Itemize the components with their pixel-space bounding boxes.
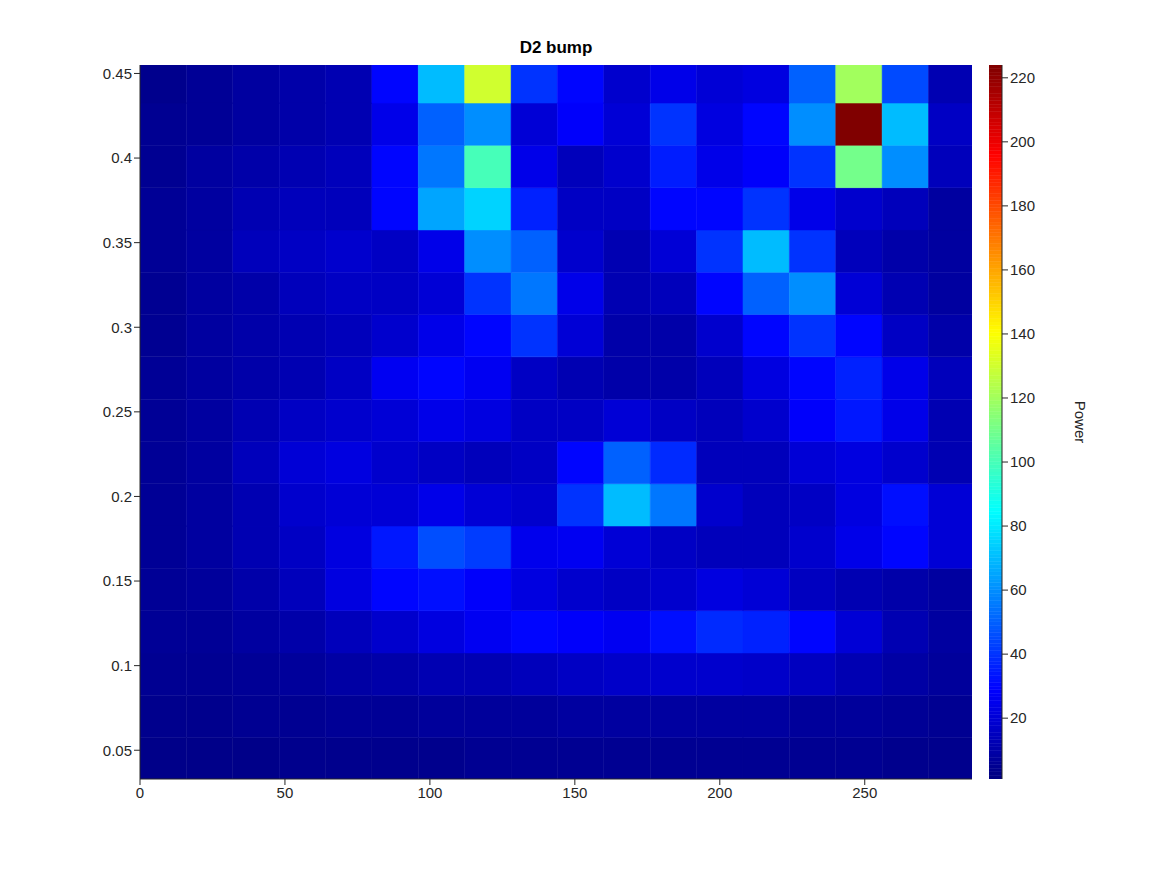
svg-text:0.15: 0.15 bbox=[103, 572, 132, 589]
svg-text:120: 120 bbox=[1010, 389, 1035, 406]
svg-text:60: 60 bbox=[1010, 581, 1027, 598]
svg-text:160: 160 bbox=[1010, 261, 1035, 278]
svg-text:220: 220 bbox=[1010, 69, 1035, 86]
svg-text:180: 180 bbox=[1010, 197, 1035, 214]
svg-text:0.05: 0.05 bbox=[103, 742, 132, 759]
svg-text:0: 0 bbox=[136, 784, 144, 801]
svg-text:50: 50 bbox=[277, 784, 294, 801]
svg-text:100: 100 bbox=[417, 784, 442, 801]
svg-text:0.2: 0.2 bbox=[111, 488, 132, 505]
svg-text:80: 80 bbox=[1010, 517, 1027, 534]
svg-text:40: 40 bbox=[1010, 645, 1027, 662]
svg-text:20: 20 bbox=[1010, 709, 1027, 726]
svg-text:0.45: 0.45 bbox=[103, 65, 132, 82]
svg-text:150: 150 bbox=[562, 784, 587, 801]
svg-text:200: 200 bbox=[707, 784, 732, 801]
svg-text:250: 250 bbox=[852, 784, 877, 801]
html-text:D2 bump: D2 bump bbox=[519, 38, 593, 57]
html-text:Power: Power bbox=[1071, 400, 1089, 444]
svg-text:0.25: 0.25 bbox=[103, 403, 132, 420]
svg-text:140: 140 bbox=[1010, 325, 1035, 342]
svg-text:0.4: 0.4 bbox=[111, 149, 132, 166]
svg-text:200: 200 bbox=[1010, 133, 1035, 150]
svg-text:100: 100 bbox=[1010, 453, 1035, 470]
svg-text:0.3: 0.3 bbox=[111, 319, 132, 336]
svg-text:0.1: 0.1 bbox=[111, 657, 132, 674]
svg-text:0.35: 0.35 bbox=[103, 234, 132, 251]
